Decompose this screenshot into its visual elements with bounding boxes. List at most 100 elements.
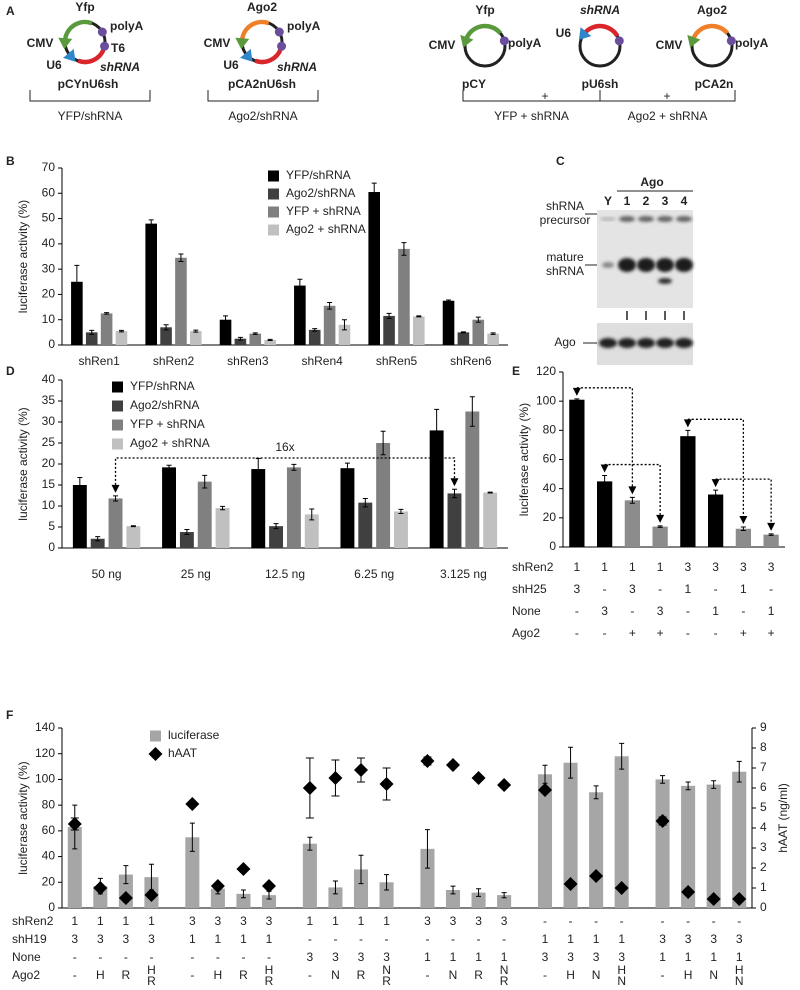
error-bar <box>401 242 407 256</box>
bar <box>457 332 470 345</box>
legend-label: YFP/shRNA <box>130 379 195 393</box>
error-bar <box>424 829 430 869</box>
marker <box>144 888 159 902</box>
bar <box>465 411 480 548</box>
plasmid-name: pCA2nU6sh <box>228 77 296 91</box>
row-cell: - <box>267 950 271 964</box>
bar <box>483 492 498 548</box>
error-bar <box>307 836 313 851</box>
marker <box>210 879 225 893</box>
bar <box>72 485 87 548</box>
row-cell: 1 <box>450 950 457 964</box>
x-tick-label: shRen1 <box>78 354 120 368</box>
marker <box>328 771 343 785</box>
row-cell: - <box>98 950 102 964</box>
plasmid-label: shRNA <box>100 60 140 74</box>
error-bar <box>252 332 258 335</box>
error-bar <box>619 742 625 770</box>
row-cell: 3 <box>71 932 78 946</box>
y-tick-label: 140 <box>35 720 55 734</box>
marker <box>420 754 435 768</box>
comparison-line <box>576 387 634 487</box>
plus-sign: + <box>663 89 670 103</box>
bar <box>563 762 578 908</box>
row-cell: - <box>686 626 690 640</box>
y-tick-label: 0 <box>549 539 556 553</box>
bar <box>763 534 779 547</box>
row-cell: N <box>449 968 458 982</box>
plasmid-gene-arc <box>254 47 283 65</box>
row-cell: 3 <box>659 932 666 946</box>
row-cell: - <box>333 932 337 946</box>
row-label: None <box>12 950 41 964</box>
row-cell: 1 <box>123 914 130 928</box>
bar <box>368 192 380 345</box>
promoter-arrow <box>58 37 73 50</box>
y-tick-label: 10 <box>42 498 56 512</box>
annotation: 16x <box>275 440 294 454</box>
bar <box>338 324 351 345</box>
row-cell: H <box>96 968 105 982</box>
row-cell: 1 <box>424 950 431 964</box>
y-tick-label: 80 <box>543 423 557 437</box>
marker <box>497 778 512 792</box>
error-bar <box>476 888 482 897</box>
row-cell: - <box>630 604 634 618</box>
marker <box>302 781 317 795</box>
blot-band <box>675 338 693 348</box>
bar <box>353 869 369 908</box>
error-bar <box>740 526 746 532</box>
row-cell: 1 <box>710 950 717 964</box>
arrowhead <box>711 479 720 488</box>
bar <box>234 338 247 345</box>
row-cell: - <box>543 914 547 928</box>
row-cell: R <box>474 968 483 982</box>
row-cell: N <box>382 963 391 977</box>
blot-band <box>638 216 654 222</box>
row-label: Ago2 <box>12 968 40 982</box>
x-tick-label: shRen5 <box>376 354 418 368</box>
blot-band <box>600 217 616 221</box>
row-cell: - <box>73 950 77 964</box>
y-tick-label: 25 <box>42 435 56 449</box>
group-bracket <box>29 90 151 102</box>
y-tick-label: 15 <box>42 477 56 491</box>
y-axis-label: luciferase activity (%) <box>16 200 30 313</box>
bar <box>328 887 343 908</box>
plasmid-label: U6 <box>46 58 62 72</box>
error-bar <box>193 329 199 333</box>
row-cell: 3 <box>332 950 339 964</box>
panel-label: E <box>512 364 520 378</box>
bar <box>160 327 172 345</box>
row-cell: - <box>686 604 690 618</box>
blot-band <box>656 338 674 348</box>
marker <box>614 881 629 895</box>
y2-axis-label: hAAT (ng/ml) <box>776 783 790 853</box>
polya-signal <box>726 36 736 46</box>
row-cell: 3 <box>383 950 390 964</box>
plasmid-label: polyA <box>735 36 769 50</box>
bar <box>614 756 629 908</box>
bar <box>304 514 319 548</box>
y-tick-label: 10 <box>42 312 56 326</box>
error-bar <box>118 329 124 333</box>
row-cell: H <box>147 963 156 977</box>
row-cell: 3 <box>712 560 719 574</box>
arrowhead <box>572 387 581 396</box>
error-bar <box>163 324 169 331</box>
error-bar <box>713 489 719 500</box>
marker <box>471 771 486 785</box>
legend-swatch <box>268 224 279 236</box>
x-tick-label: 3.125 ng <box>440 567 487 581</box>
bar <box>126 526 141 548</box>
bar <box>487 333 499 345</box>
bar <box>251 469 266 548</box>
error-bar <box>711 780 717 789</box>
legend-swatch <box>112 438 123 450</box>
error-bar <box>130 525 136 528</box>
plasmid-label: Yfp <box>75 0 94 14</box>
error-bar <box>104 312 110 315</box>
marker <box>236 862 251 876</box>
